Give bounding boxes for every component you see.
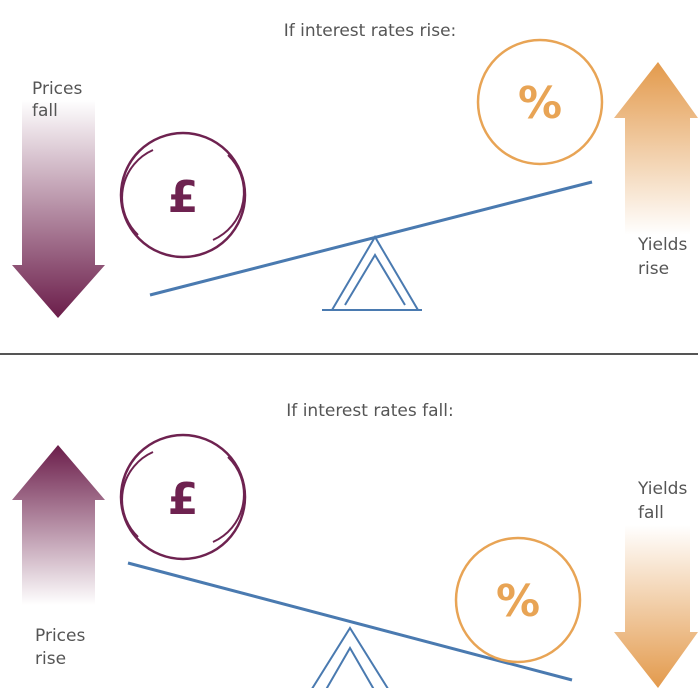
beam: [149, 180, 593, 297]
left-label: rise: [35, 649, 66, 669]
up-arrow: [614, 62, 698, 235]
rate-circle: [476, 38, 604, 166]
fulcrum: [322, 235, 422, 311]
left-label: Prices: [35, 626, 85, 646]
coin: [119, 433, 247, 561]
down-arrow: [614, 525, 698, 688]
right-label: fall: [638, 503, 664, 523]
right-label: Yields: [637, 235, 687, 255]
down-arrow: [12, 100, 105, 318]
coin-arc: [121, 451, 154, 538]
panel-title: If interest rates rise:: [284, 21, 457, 41]
left-label: Prices: [32, 79, 82, 99]
panel-title: If interest rates fall:: [286, 401, 453, 421]
percent-symbol: %: [496, 576, 540, 627]
coin-arc: [212, 154, 245, 241]
fulcrum: [311, 626, 389, 688]
pound-symbol: £: [168, 172, 199, 223]
pound-symbol: £: [168, 474, 199, 525]
left-label: fall: [32, 101, 58, 121]
beam: [127, 561, 573, 682]
up-arrow: [12, 445, 105, 605]
percent-symbol: %: [518, 78, 562, 129]
coin: [119, 131, 247, 259]
right-label: Yields: [637, 479, 687, 499]
rate-circle: [454, 536, 582, 664]
coin-arc: [121, 149, 154, 236]
right-label: rise: [638, 259, 669, 279]
coin-arc: [212, 456, 245, 543]
